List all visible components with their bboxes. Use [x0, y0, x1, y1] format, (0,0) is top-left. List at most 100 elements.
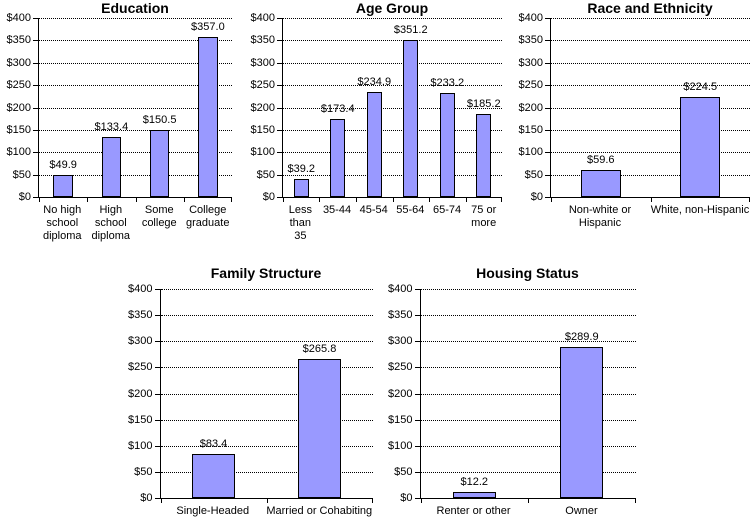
x-axis-tick [183, 198, 185, 202]
gridline [160, 315, 373, 317]
bar [330, 119, 346, 197]
gridline [283, 129, 502, 131]
x-axis-tick [551, 198, 552, 202]
gridline [420, 315, 636, 317]
chart-age-group: Age Group $0 $50 $100 $150 $200 $250 $300 $350 $4… [240, 0, 507, 242]
x-category-label: College graduate [186, 204, 230, 229]
bar-slot: $12.2 [421, 289, 529, 498]
y-axis-tick [33, 129, 38, 131]
y-axis-tick [414, 393, 420, 395]
bar-slot: $173.4 [320, 18, 357, 197]
gridline [160, 289, 373, 290]
bar-slot: $265.8 [267, 289, 373, 498]
bars-container: $39.2 $173.4 $234.9 $351.2 $233.2 $185.2 [283, 18, 502, 197]
y-axis-tick [277, 18, 282, 19]
y-axis-tick [414, 419, 420, 421]
y-axis-tick [33, 40, 38, 42]
y-axis-tick [414, 315, 420, 317]
x-category-label: High school diploma [91, 204, 131, 242]
y-axis-tick-label: $300 [388, 335, 413, 348]
x-category-label: Owner [565, 505, 598, 517]
y-axis-tick-label: $350 [250, 34, 275, 47]
y-axis-tick [414, 498, 420, 499]
gridline [39, 40, 232, 42]
gridline [420, 393, 636, 395]
y-axis-tick-label: $0 [18, 191, 31, 203]
x-axis-tick [501, 198, 502, 202]
bar-slot: $351.2 [393, 18, 430, 197]
y-axis-tick [154, 367, 160, 369]
y-axis-tick-label: $50 [134, 465, 153, 478]
y-axis-tick [33, 18, 38, 19]
gridline [160, 341, 373, 343]
y-axis-tick [277, 197, 282, 198]
chart-title-race-ethnicity: Race and Ethnicity [587, 0, 713, 16]
y-axis-tick [545, 174, 550, 176]
plot-area-education: $49.9 $133.4 $150.5 $357.0 [38, 18, 232, 202]
gridline [39, 62, 232, 64]
y-axis-tick [277, 152, 282, 154]
y-axis-tick [33, 152, 38, 154]
gridline [39, 174, 232, 176]
y-axis-tick-label: $400 [388, 283, 413, 295]
x-axis-tick [135, 198, 137, 202]
x-axis-labels: Non-white or Hispanic White, non-Hispanic [550, 204, 750, 230]
gridline [39, 129, 232, 131]
gridline [283, 85, 502, 87]
bar [149, 129, 170, 197]
chart-row-bottom: Family Structure $0 $50 $100 $150 $200 $250 $30… [0, 265, 755, 518]
y-axis-tick [277, 129, 282, 131]
chart-education: Education $0 $50 $100 $150 $200 $250 $300 $350 $4… [0, 0, 237, 242]
gridline [551, 40, 750, 42]
bar-slot: $357.0 [184, 18, 232, 197]
y-axis-tick-label: $400 [250, 12, 275, 24]
gridline [283, 174, 502, 176]
gridline [160, 445, 373, 447]
bar-slot: $59.6 [551, 18, 651, 197]
y-axis-tick-label: $350 [128, 309, 153, 322]
x-axis-tick [392, 198, 394, 202]
bar [298, 359, 341, 498]
bar-value-label: $49.9 [49, 158, 77, 171]
y-axis-tick [33, 174, 38, 176]
gridline [551, 174, 750, 176]
gridline [283, 40, 502, 42]
y-axis-tick-label: $100 [250, 146, 275, 159]
y-axis-tick [33, 85, 38, 87]
x-axis-tick [266, 499, 268, 503]
gridline [420, 419, 636, 421]
y-axis-tick-label: $100 [388, 439, 413, 452]
y-axis-tick [277, 107, 282, 109]
x-axis-tick [39, 198, 40, 202]
x-axis-tick [87, 198, 89, 202]
chart-family-structure: Family Structure $0 $50 $100 $150 $200 $250 $30… [115, 265, 378, 518]
y-axis-tick [154, 419, 160, 421]
y-axis-tick-label: $200 [518, 101, 543, 114]
y-axis-labels: $0 $50 $100 $150 $200 $250 $300 $350 $400 [115, 283, 160, 504]
y-axis-tick [545, 197, 550, 198]
y-axis-tick [414, 445, 420, 447]
bar [293, 179, 309, 197]
y-axis-tick-label: $200 [6, 101, 31, 114]
bar-value-label: $173.4 [320, 103, 355, 116]
bar [439, 92, 455, 197]
y-axis-tick-label: $50 [524, 168, 543, 181]
y-axis-tick-label: $50 [394, 465, 413, 478]
bar-slot: $39.2 [283, 18, 320, 197]
y-axis-tick [154, 471, 160, 473]
bar-slot: $289.9 [528, 289, 636, 498]
y-axis-tick-label: $150 [388, 413, 413, 426]
plot-area-family-structure: $83.4 $265.8 [159, 289, 373, 503]
x-axis-tick [749, 198, 750, 202]
y-axis-tick-label: $350 [518, 34, 543, 47]
chart-body: $0 $50 $100 $150 $200 $250 $300 $350 $400 $39.2 $1… [240, 12, 507, 203]
bar-slot: $150.5 [136, 18, 184, 197]
y-axis-tick-label: $0 [400, 492, 413, 504]
x-axis-tick [420, 499, 422, 503]
y-axis-tick-label: $300 [518, 56, 543, 69]
bar [53, 174, 73, 197]
gridline [283, 152, 502, 154]
y-axis-tick-label: $300 [128, 335, 153, 348]
bar-slot: $133.4 [87, 18, 135, 197]
gridline [420, 445, 636, 447]
